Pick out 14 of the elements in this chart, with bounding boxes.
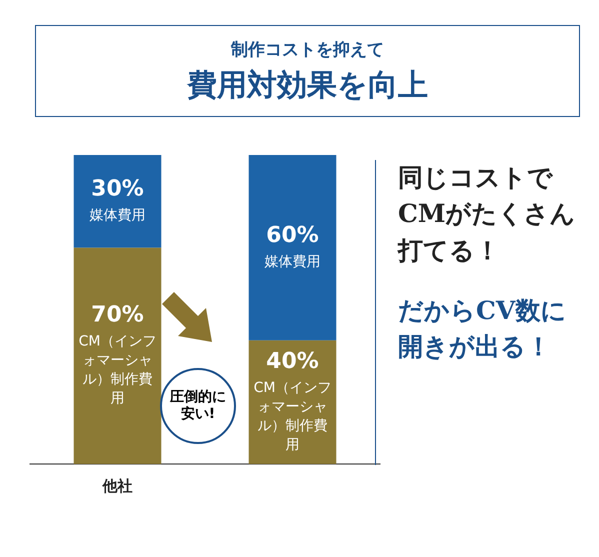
series-label: 媒体費用 (90, 207, 146, 224)
series-label: CM（インフォマーシャル）制作費用 (78, 333, 156, 406)
data-label: 30% (91, 176, 144, 202)
text: 同じコストでCMがたくさん打てる！ (398, 162, 577, 266)
data-label: 70% (91, 302, 144, 328)
data-label: 60% (266, 222, 319, 248)
chart-title: 費用対効果を向上 (186, 67, 429, 105)
x-tick-label: 他社 (102, 478, 132, 496)
chart-subtitle: 制作コストを抑えて (230, 39, 385, 61)
data-label: 40% (266, 348, 319, 374)
text: CM（インフォマーシャル）制作費用 (254, 380, 332, 453)
annotation: 圧倒的に安い! (168, 388, 227, 424)
text: だからCV数に開きが出る！ (398, 294, 568, 363)
text: 媒体費用 (264, 254, 320, 270)
